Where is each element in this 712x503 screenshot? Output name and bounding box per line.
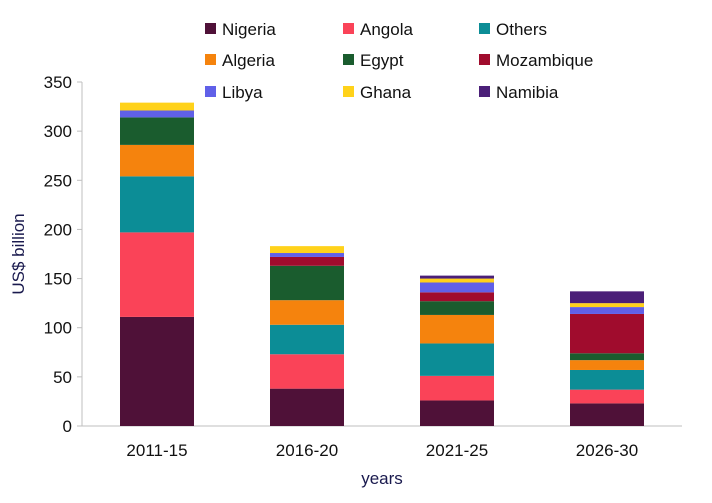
legend-item-angola: Angola — [343, 20, 413, 39]
y-tick-label: 200 — [44, 220, 72, 239]
bar-segment-nigeria-2026-30 — [570, 403, 644, 426]
legend-item-egypt: Egypt — [343, 51, 404, 70]
legend-item-nigeria: Nigeria — [205, 20, 276, 39]
bar-segment-libya-2011-15 — [120, 110, 194, 118]
bar-segment-algeria-2011-15 — [120, 144, 194, 177]
bar-segment-algeria-2026-30 — [570, 360, 644, 370]
legend-swatch — [343, 86, 354, 97]
bar-segment-mozambique-2021-25 — [420, 292, 494, 302]
bar-segment-others-2021-25 — [420, 343, 494, 376]
x-axis-title: years — [361, 469, 403, 488]
bar-segment-egypt-2016-20 — [270, 265, 344, 301]
legend-item-ghana: Ghana — [343, 83, 412, 102]
bar-segment-others-2011-15 — [120, 176, 194, 233]
legend-swatch — [205, 86, 216, 97]
bar-segment-namibia-2026-30 — [570, 291, 644, 304]
bar-segment-libya-2026-30 — [570, 307, 644, 314]
legend-swatch — [479, 54, 490, 65]
legend-label: Mozambique — [496, 51, 593, 70]
legend-swatch — [479, 23, 490, 34]
bar-segment-nigeria-2016-20 — [270, 388, 344, 426]
bar-segment-others-2026-30 — [570, 369, 644, 390]
x-tick-label: 2016-20 — [276, 441, 338, 460]
legend-label: Egypt — [360, 51, 404, 70]
bar-segment-angola-2011-15 — [120, 232, 194, 317]
bar-segment-mozambique-2026-30 — [570, 313, 644, 354]
x-tick-label: 2011-15 — [126, 441, 187, 460]
bar-segment-egypt-2011-15 — [120, 117, 194, 145]
bar-segment-ghana-2011-15 — [120, 102, 194, 111]
legend-label: Angola — [360, 20, 413, 39]
y-tick-label: 300 — [44, 122, 72, 141]
bar-segment-algeria-2021-25 — [420, 314, 494, 344]
y-tick-label: 50 — [53, 368, 72, 387]
legend-item-namibia: Namibia — [479, 83, 559, 102]
legend-item-others: Others — [479, 20, 547, 39]
legend-label: Others — [496, 20, 547, 39]
y-axis-title: US$ billion — [9, 213, 28, 294]
legend-swatch — [205, 54, 216, 65]
bar-segment-egypt-2026-30 — [570, 353, 644, 361]
legend-swatch — [343, 54, 354, 65]
bar-segment-angola-2026-30 — [570, 389, 644, 404]
legend-label: Ghana — [360, 83, 412, 102]
legend-swatch — [479, 86, 490, 97]
legend-item-libya: Libya — [205, 83, 263, 102]
y-tick-label: 150 — [44, 270, 72, 289]
bar-segment-egypt-2021-25 — [420, 301, 494, 315]
y-tick-label: 250 — [44, 171, 72, 190]
bar-segment-ghana-2026-30 — [570, 303, 644, 308]
bar-segment-nigeria-2011-15 — [120, 316, 194, 426]
legend-label: Nigeria — [222, 20, 276, 39]
tick-labels: 0 50 100 150 200 250 300 350 2011-15 2016-20 2021-… — [44, 73, 639, 460]
legend: Nigeria Angola Others Algeria Egypt Mozambiqu… — [205, 20, 593, 102]
legend-swatch — [205, 23, 216, 34]
bar-segment-others-2016-20 — [270, 324, 344, 355]
legend-item-algeria: Algeria — [205, 51, 275, 70]
bar-segment-nigeria-2021-25 — [420, 400, 494, 426]
bar-segment-algeria-2016-20 — [270, 300, 344, 325]
x-tick-label: 2026-30 — [576, 441, 638, 460]
y-tick-label: 0 — [63, 417, 72, 436]
bar-segment-angola-2021-25 — [420, 375, 494, 401]
x-tick-label: 2021-25 — [426, 441, 488, 460]
bar-segment-libya-2021-25 — [420, 282, 494, 293]
bars — [120, 102, 644, 426]
bar-segment-ghana-2021-25 — [420, 278, 494, 283]
legend-label: Algeria — [222, 51, 275, 70]
bar-segment-angola-2016-20 — [270, 354, 344, 389]
y-tick-label: 100 — [44, 319, 72, 338]
bar-segment-ghana-2016-20 — [270, 246, 344, 254]
bar-segment-mozambique-2016-20 — [270, 256, 344, 266]
y-tick-label: 350 — [44, 73, 72, 92]
legend-item-mozambique: Mozambique — [479, 51, 593, 70]
bar-segment-libya-2016-20 — [270, 253, 344, 257]
legend-label: Libya — [222, 83, 263, 102]
bar-segment-namibia-2021-25 — [420, 275, 494, 279]
legend-label: Namibia — [496, 83, 559, 102]
legend-swatch — [343, 23, 354, 34]
